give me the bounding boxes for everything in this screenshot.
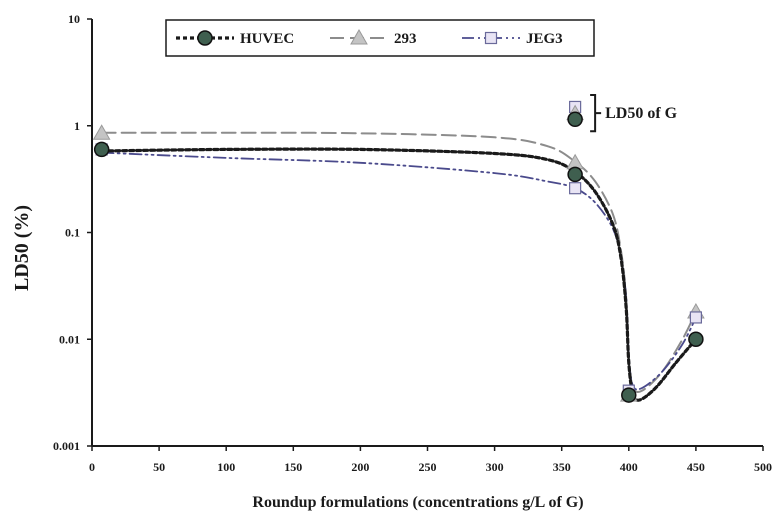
legend: HUVEC 293 JEG3 [165, 19, 595, 57]
y-tick-label: 10 [68, 12, 80, 26]
data-point-293 [92, 124, 111, 140]
chart-axes: 0 50 100 150 200 250 300 350 400 450 500 0.001 0.01 0… [53, 12, 772, 474]
annotation-label: LD50 of G [605, 105, 678, 122]
data-point-huvec [567, 166, 583, 183]
x-axis-label: Roundup formulations (concentrations g/L… [252, 494, 583, 511]
x-tick-label: 250 [419, 460, 437, 474]
x-tick-label: 150 [284, 460, 302, 474]
series-markers [92, 124, 705, 403]
annotation-bracket [590, 93, 602, 133]
series-curves [100, 131, 698, 402]
y-tick-label: 0.1 [65, 226, 80, 240]
legend-marker-huvec [197, 30, 213, 46]
y-axis-label: LD50 (%) [11, 205, 33, 291]
data-point-huvec [93, 141, 110, 158]
data-point-jeg3 [689, 311, 703, 324]
x-tick-label: 500 [754, 460, 772, 474]
y-tick-label: 0.001 [53, 439, 80, 453]
legend-marker-293 [350, 28, 368, 45]
ld50-annotation: LD50 of G [566, 93, 678, 133]
x-tick-label: 100 [217, 460, 235, 474]
y-tick-label: 1 [74, 119, 80, 133]
x-tick-label: 350 [553, 460, 571, 474]
legend-label-jeg3: JEG3 [526, 31, 563, 47]
x-tick-label: 450 [687, 460, 705, 474]
x-tick-label: 200 [351, 460, 369, 474]
series-line-jeg3 [100, 151, 697, 391]
x-tick-label: 400 [620, 460, 638, 474]
legend-marker-jeg3 [484, 31, 498, 45]
legend-label-293: 293 [394, 31, 417, 47]
x-tick-label: 300 [486, 460, 504, 474]
data-point-huvec [688, 331, 704, 347]
x-tick-label: 50 [153, 460, 165, 474]
ld50-point-huvec [567, 111, 583, 128]
legend-label-huvec: HUVEC [240, 31, 294, 47]
y-tick-label: 0.01 [59, 332, 80, 346]
series-line-huvec [100, 147, 698, 402]
x-tick-label: 0 [89, 460, 95, 474]
data-point-jeg3 [569, 182, 582, 195]
data-point-huvec [621, 387, 637, 403]
series-line-293 [100, 131, 697, 394]
